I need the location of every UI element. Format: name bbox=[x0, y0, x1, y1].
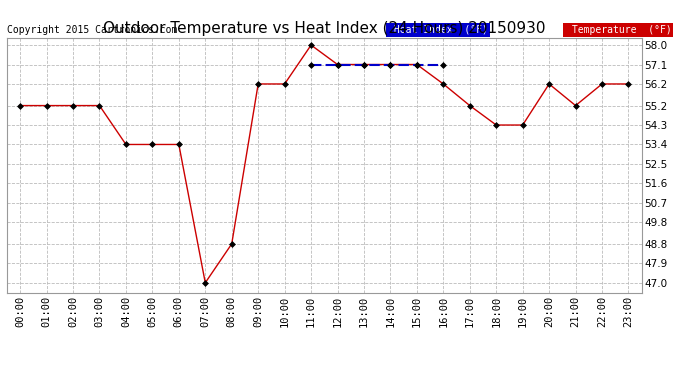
Title: Outdoor Temperature vs Heat Index (24 Hours) 20150930: Outdoor Temperature vs Heat Index (24 Ho… bbox=[103, 21, 546, 36]
Text: Temperature  (°F): Temperature (°F) bbox=[566, 25, 671, 35]
Text: Heat Index  (°F): Heat Index (°F) bbox=[388, 25, 488, 35]
Text: Copyright 2015 Cartronics.com: Copyright 2015 Cartronics.com bbox=[7, 25, 177, 35]
